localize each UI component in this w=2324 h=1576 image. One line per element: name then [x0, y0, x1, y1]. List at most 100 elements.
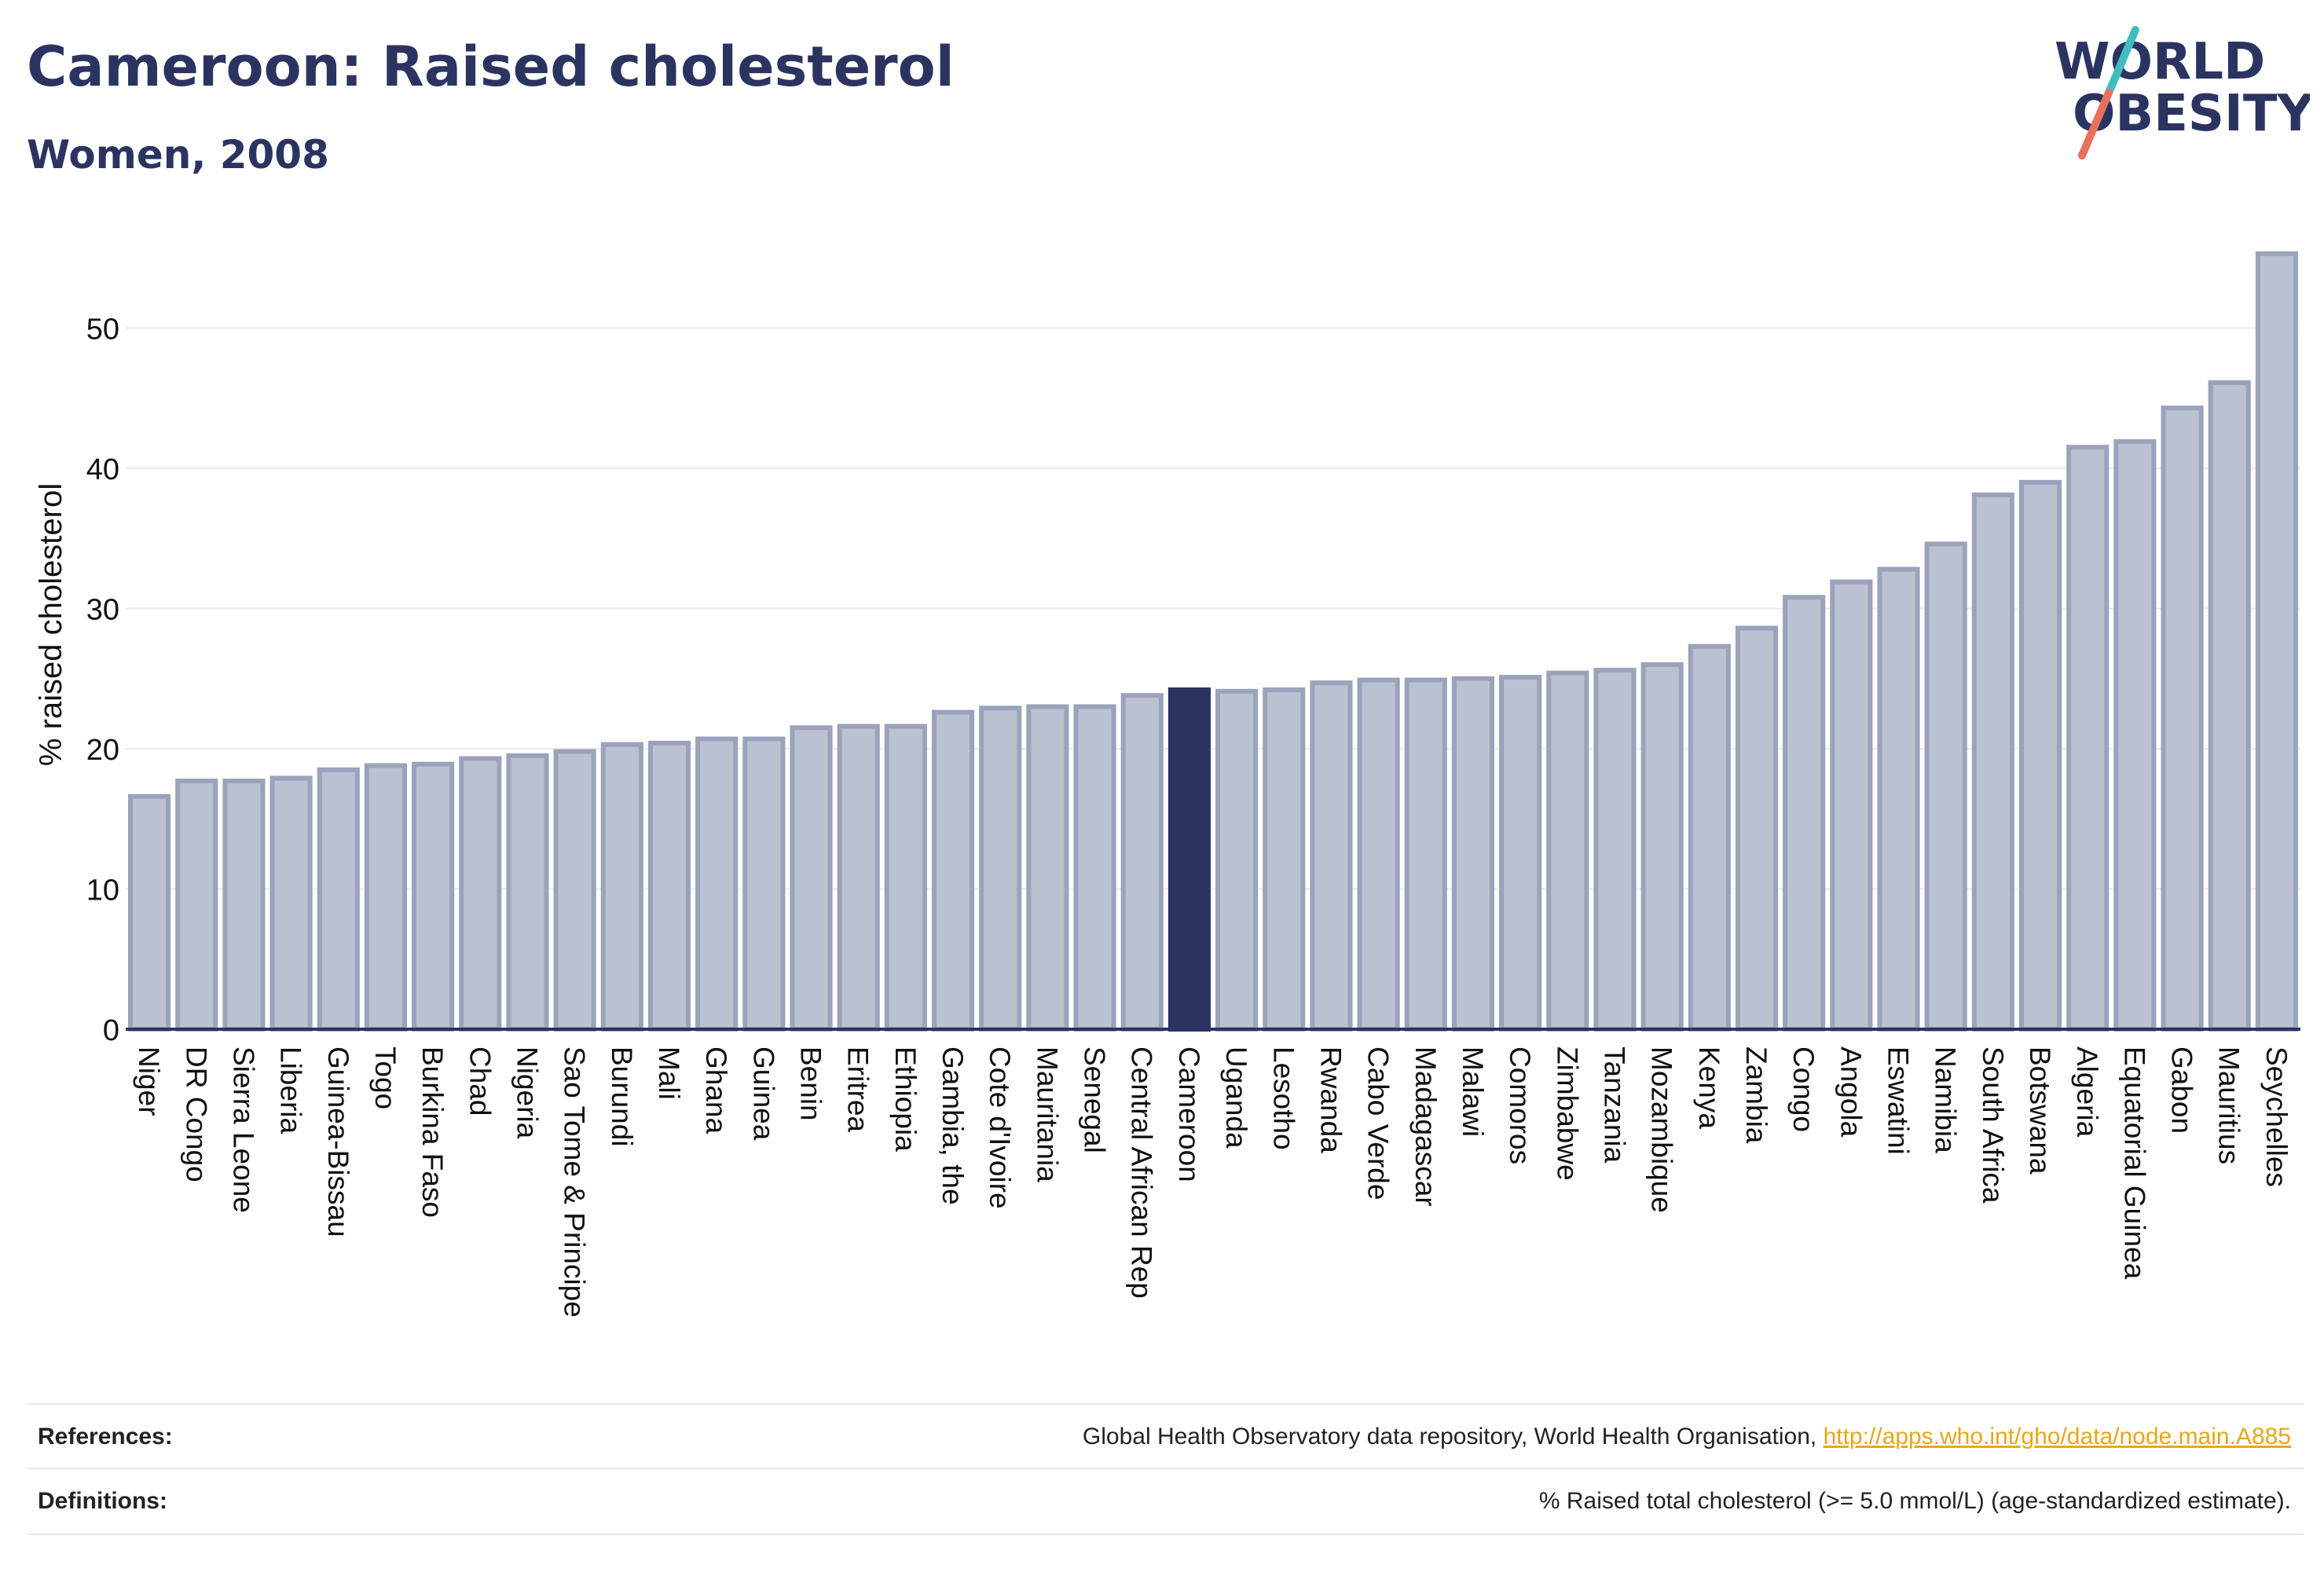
x-tick-label: Central African Rep	[1126, 1046, 1158, 1299]
bar[interactable]	[837, 724, 880, 1032]
bar[interactable]	[1924, 541, 1967, 1032]
bar[interactable]	[600, 742, 643, 1032]
definitions-text: % Raised total cholesterol (>= 5.0 mmol/…	[1538, 1488, 2291, 1514]
x-tick-label: Sierra Leone	[227, 1046, 259, 1213]
y-axis: 0 10 20 30 40 50	[86, 313, 2300, 1047]
bar[interactable]	[364, 763, 408, 1032]
bar[interactable]	[931, 709, 975, 1032]
y-tick-label: 0	[103, 1014, 119, 1047]
y-tick-label: 10	[86, 874, 119, 907]
bar[interactable]	[2255, 251, 2298, 1032]
bar[interactable]	[1593, 668, 1637, 1032]
logo-slash-teal	[2105, 26, 2139, 97]
bar[interactable]	[1263, 687, 1306, 1032]
x-tick-label: Mauritius	[2213, 1046, 2245, 1164]
x-tick-label: Algeria	[2071, 1046, 2103, 1138]
bar[interactable]	[1357, 677, 1400, 1032]
world-obesity-logo[interactable]: WORLD OBESITY	[2043, 24, 2310, 165]
bar[interactable]	[506, 753, 549, 1032]
bar[interactable]	[1546, 670, 1589, 1032]
x-tick-label: Seychelles	[2260, 1046, 2293, 1187]
x-tick-label: Equatorial Guinea	[2118, 1046, 2150, 1280]
bar[interactable]	[647, 740, 691, 1032]
x-tick-label: Kenya	[1693, 1046, 1725, 1129]
bar[interactable]	[2113, 439, 2157, 1032]
bar[interactable]	[128, 793, 171, 1032]
bar[interactable]	[1735, 625, 1779, 1032]
x-tick-label: Guinea	[747, 1046, 779, 1141]
x-tick-label: Angola	[1835, 1046, 1867, 1138]
bar[interactable]	[979, 706, 1022, 1032]
bar[interactable]	[1120, 693, 1164, 1032]
bar[interactable]	[2066, 445, 2110, 1032]
y-tick-label: 30	[86, 594, 119, 627]
bar[interactable]	[412, 761, 455, 1032]
x-tick-label: Zambia	[1740, 1046, 1772, 1144]
x-tick-label: Guinea-Bissau	[322, 1046, 354, 1237]
bar[interactable]	[1026, 704, 1069, 1032]
bar[interactable]	[2018, 479, 2062, 1032]
bar[interactable]	[1404, 677, 1447, 1032]
bar[interactable]	[459, 756, 502, 1032]
bars	[128, 251, 2298, 1032]
bar[interactable]	[317, 767, 360, 1032]
x-tick-label: Cameroon	[1173, 1046, 1205, 1182]
bar[interactable]	[222, 779, 266, 1032]
bar[interactable]	[2161, 405, 2204, 1032]
x-tick-label: Comoros	[1504, 1046, 1536, 1164]
x-tick-label: Madagascar	[1409, 1046, 1442, 1207]
x-tick-label: Burundi	[606, 1046, 638, 1147]
x-tick-label: Zimbabwe	[1551, 1046, 1583, 1181]
y-axis-title: % raised cholesterol	[34, 483, 68, 766]
x-tick-label: Gabon	[2166, 1046, 2198, 1134]
bar[interactable]	[2208, 380, 2251, 1032]
x-tick-label: Rwanda	[1314, 1046, 1347, 1153]
definitions-label: Definitions:	[38, 1488, 167, 1514]
bar[interactable]	[175, 779, 218, 1032]
x-tick-label: Mali	[653, 1046, 685, 1100]
references-label: References:	[38, 1424, 173, 1450]
definitions-row: Definitions: % Raised total cholesterol …	[27, 1468, 2304, 1535]
x-tick-label: Cote d'Ivoire	[984, 1046, 1016, 1209]
bar[interactable]	[1640, 662, 1684, 1032]
bar[interactable]	[1830, 579, 1873, 1032]
chart-subtitle: Women, 2008	[27, 132, 329, 178]
x-tick-label: South Africa	[1977, 1046, 2009, 1204]
bar[interactable]	[1215, 688, 1259, 1032]
x-tick-label: Mozambique	[1646, 1046, 1678, 1213]
bar[interactable]	[1499, 674, 1542, 1032]
x-tick-label: Ghana	[700, 1046, 732, 1134]
x-tick-label: Benin	[795, 1046, 827, 1121]
bar[interactable]	[742, 736, 786, 1032]
x-tick-label: Namibia	[1930, 1046, 1962, 1153]
bar[interactable]	[884, 724, 927, 1032]
bar[interactable]	[1971, 492, 2014, 1032]
bar-chart: 0 10 20 30 40 50 Niger DR Congo Sierra Leone Lib…	[34, 251, 2300, 1318]
x-tick-label: Niger	[133, 1046, 165, 1116]
bar[interactable]	[1688, 643, 1731, 1032]
x-tick-label: Eswatini	[1882, 1046, 1915, 1155]
x-tick-label: Mauritania	[1031, 1046, 1063, 1182]
bar[interactable]	[1310, 680, 1353, 1032]
x-tick-label: Sao Tome & Principe	[559, 1046, 591, 1318]
bar-highlighted[interactable]	[1167, 687, 1211, 1032]
x-tick-label: Cabo Verde	[1362, 1046, 1395, 1200]
bar[interactable]	[1783, 595, 1826, 1032]
bar[interactable]	[790, 725, 833, 1032]
references-link[interactable]: http://apps.who.int/gho/data/node.main.A…	[1823, 1424, 2291, 1450]
bar[interactable]	[1451, 676, 1495, 1032]
bar[interactable]	[553, 749, 596, 1032]
y-tick-label: 20	[86, 734, 119, 767]
x-tick-label: Uganda	[1220, 1046, 1252, 1149]
bar[interactable]	[269, 775, 313, 1032]
x-tick-label: Gambia, the	[937, 1046, 969, 1205]
x-tick-label: Malawi	[1457, 1046, 1489, 1137]
x-tick-label: Lesotho	[1267, 1046, 1299, 1150]
references-row: References: Global Health Observatory da…	[27, 1403, 2304, 1469]
x-tick-label: Liberia	[275, 1046, 307, 1134]
bar[interactable]	[1073, 704, 1116, 1032]
bar[interactable]	[695, 736, 739, 1032]
bar[interactable]	[1877, 566, 1920, 1032]
x-tick-label: Burkina Faso	[416, 1046, 449, 1218]
x-tick-label: Togo	[369, 1046, 401, 1109]
